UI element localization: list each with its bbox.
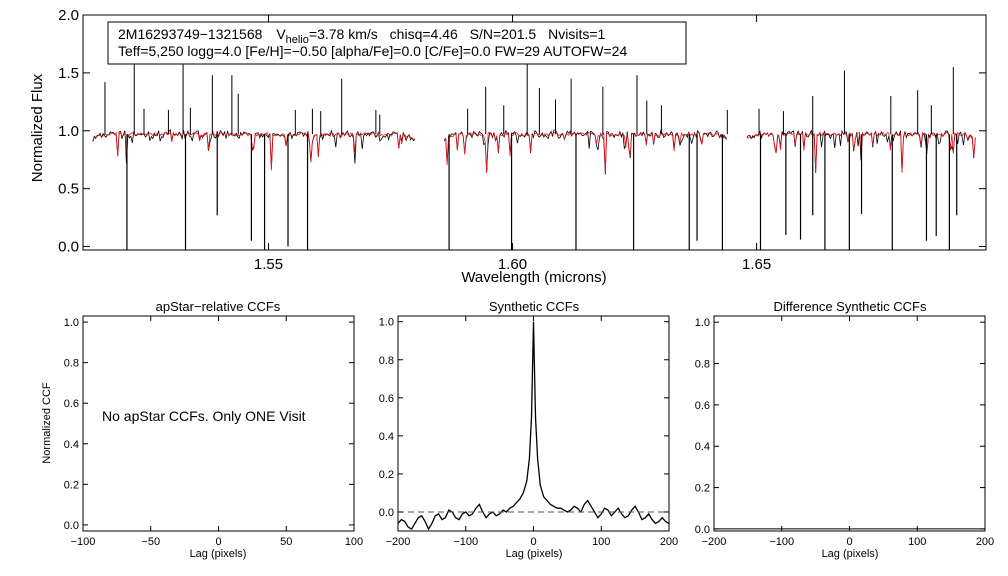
- info-line-2: Teff=5,250 logg=4.0 [Fe/H]=−0.50 [alpha/…: [118, 43, 627, 59]
- spectrum-axes-frame: [82, 14, 987, 251]
- synthetic-xtick-label: −100: [453, 536, 478, 548]
- info-sn: S/N=201.5: [470, 26, 537, 42]
- difference-xtick-label: 200: [976, 536, 994, 548]
- spectrum-ytick-label: 1.5: [58, 65, 79, 82]
- spectrum-ticks: 1.55 1.60 1.65 0.0 0.5 1.0 1.5 2.0: [58, 7, 986, 273]
- apstar-ytick-label: 1.0: [64, 317, 79, 329]
- apstar-xlabel: Lag (pixels): [190, 548, 247, 560]
- difference-xlabel: Lag (pixels): [822, 548, 879, 560]
- difference-title: Difference Synthetic CCFs: [774, 299, 927, 314]
- synthetic-xtick-label: 200: [660, 536, 678, 548]
- synthetic-title: Synthetic CCFs: [489, 299, 580, 314]
- synthetic-ccf-panel: −200 −100 0 100 200 0.0 0.2 0.4 0.6 0.8 1.0 Synthe…: [379, 299, 678, 560]
- apstar-ytick-label: 0.4: [64, 439, 79, 451]
- apstar-ylabel: Normalized CCF: [41, 382, 53, 464]
- info-vhelio-value: =3.78 km/s: [309, 26, 378, 42]
- ccf-line: [397, 321, 670, 531]
- synthetic-plot-area: [397, 321, 670, 531]
- difference-ytick-label: 0.0: [695, 524, 710, 536]
- spectrum-plot-area: [92, 47, 976, 250]
- difference-xtick-label: 0: [846, 536, 852, 548]
- spectrum-ytick-label: 0.5: [58, 181, 79, 198]
- info-vhelio-prefix: V: [276, 26, 286, 42]
- synthetic-ticks: −200 −100 0 100 200 0.0 0.2 0.4 0.6 0.8 1.0: [379, 316, 678, 548]
- difference-xtick-label: −200: [702, 536, 727, 548]
- apstar-ytick-label: 0.6: [64, 398, 79, 410]
- apstar-xtick-label: −100: [71, 536, 96, 548]
- difference-ytick-label: 0.2: [695, 483, 710, 495]
- synthetic-ytick-label: 0.4: [379, 431, 394, 443]
- spectrum-xlabel: Wavelength (microns): [461, 269, 606, 286]
- difference-xtick-label: 100: [908, 536, 926, 548]
- synthetic-ytick-label: 1.0: [379, 317, 394, 329]
- synthetic-xtick-label: 0: [530, 536, 536, 548]
- spectrum-ytick-label: 0.0: [58, 239, 79, 256]
- info-vhelio-sub: helio: [286, 34, 309, 46]
- apstar-title: apStar−relative CCFs: [156, 299, 281, 314]
- model-spectrum-chip-2: [444, 131, 727, 174]
- info-chisq: chisq=4.46: [390, 26, 458, 42]
- difference-xtick-label: −100: [769, 536, 794, 548]
- difference-ytick-label: 1.0: [695, 317, 710, 329]
- synthetic-ytick-label: 0.8: [379, 355, 394, 367]
- apstar-ticks: −100 −50 0 50 100 0.0 0.2 0.4 0.6 0.8 1.0: [64, 316, 363, 548]
- info-star-id: 2M16293749−1321568: [118, 26, 263, 42]
- spectrum-ylabel: Normalized Flux: [29, 73, 46, 182]
- no-ccf-annotation: No apStar CCFs. Only ONE Visit: [102, 408, 306, 424]
- difference-ticks: −200 −100 0 100 200 0.0 0.2 0.4 0.6 0.8 1.0: [695, 316, 994, 548]
- synthetic-ytick-label: 0.0: [379, 507, 394, 519]
- difference-axes-frame: [713, 315, 986, 532]
- model-spectrum-chip-1: [92, 131, 416, 171]
- spectrum-xtick-label: 1.55: [254, 256, 283, 273]
- spectrum-ytick-label: 2.0: [58, 7, 79, 24]
- info-line-1: 2M16293749−1321568 Vhelio=3.78 km/s chis…: [118, 26, 606, 46]
- synthetic-xlabel: Lag (pixels): [506, 548, 563, 560]
- apstar-ccf-panel: −100 −50 0 50 100 0.0 0.2 0.4 0.6 0.8 1.0 apStar−r…: [41, 299, 363, 560]
- synthetic-ytick-label: 0.6: [379, 393, 394, 405]
- spectrum-xtick-label: 1.65: [742, 256, 771, 273]
- spectrum-ytick-label: 1.0: [58, 123, 79, 140]
- apstar-xtick-label: 100: [345, 536, 363, 548]
- info-box: [107, 21, 687, 65]
- synthetic-ytick-label: 0.2: [379, 469, 394, 481]
- apstar-xtick-label: 50: [280, 536, 292, 548]
- spectrum-panel: 1.55 1.60 1.65 0.0 0.5 1.0 1.5 2.0 Wavelength (…: [29, 7, 987, 286]
- synthetic-xtick-label: −200: [386, 536, 411, 548]
- difference-ytick-label: 0.4: [695, 441, 710, 453]
- difference-ccf-panel: −200 −100 0 100 200 0.0 0.2 0.4 0.6 0.8 1.0 Differ…: [695, 299, 994, 560]
- apstar-ytick-label: 0.0: [64, 520, 79, 532]
- spectrum-xtick-label: 1.60: [498, 256, 527, 273]
- synthetic-xtick-label: 100: [592, 536, 610, 548]
- apstar-xtick-label: 0: [215, 536, 221, 548]
- difference-ytick-label: 0.8: [695, 359, 710, 371]
- apstar-ytick-label: 0.2: [64, 479, 79, 491]
- apstar-xtick-label: −50: [141, 536, 160, 548]
- observed-spectrum-chip-2: [443, 128, 728, 175]
- info-nvisits: Nvisits=1: [548, 26, 605, 42]
- apstar-ytick-label: 0.8: [64, 358, 79, 370]
- difference-ytick-label: 0.6: [695, 400, 710, 412]
